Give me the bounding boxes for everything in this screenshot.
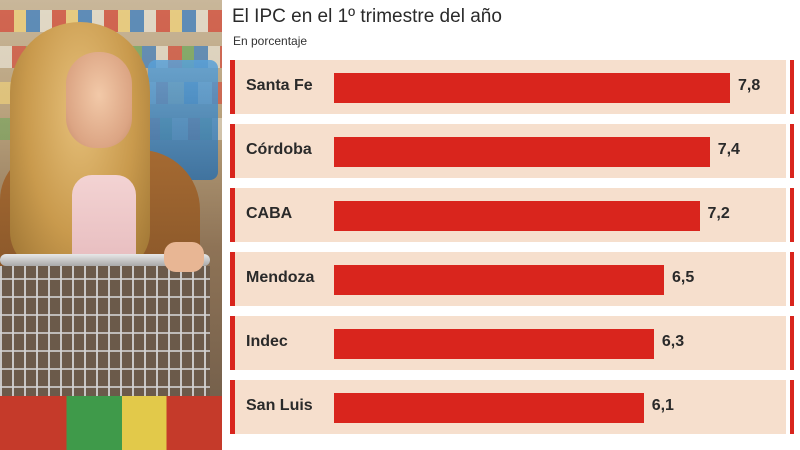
face [66,52,132,148]
bar [334,393,644,423]
chart-row: San Luis 6,1 [230,380,794,434]
value-label: 7,4 [717,141,740,158]
value-label: 6,5 [672,269,695,286]
value-label: 6,3 [661,333,685,350]
category-label: CABA [246,205,293,222]
category-label: Indec [246,333,288,350]
row-accent [230,188,235,242]
category-label: Córdoba [246,141,312,158]
category-label: Santa Fe [246,77,313,94]
category-label: San Luis [246,397,313,414]
cart-goods [0,396,222,450]
value-label: 7,2 [707,205,730,222]
row-accent-right [790,124,794,178]
bar [334,265,664,295]
bar [334,329,654,359]
value-label: 6,1 [651,397,674,414]
row-accent-right [790,252,794,306]
chart-row: Mendoza 6,5 [230,252,794,306]
bar [334,73,730,103]
chart-row: Santa Fe 7,8 [230,60,794,114]
photo-woman-shopping-cart [0,0,222,450]
bar [334,201,700,231]
chart-subtitle: En porcentaje [233,34,308,48]
row-accent [230,252,235,306]
chart-row: CABA 7,2 [230,188,794,242]
hand [164,242,204,272]
bar [334,137,710,167]
row-accent-right [790,188,794,242]
shopping-cart [0,266,210,406]
row-accent [230,380,235,434]
chart-title: El IPC en el 1º trimestre del año [232,6,502,27]
row-accent-right [790,60,794,114]
row-accent [230,316,235,370]
value-label: 7,8 [738,77,761,94]
row-accent-right [790,316,794,370]
chart-row: Córdoba 7,4 [230,124,794,178]
bar-chart: Santa Fe 7,8 Córdoba 7,4 CABA 7,2 Mendoza 6,5 In… [230,60,800,450]
row-accent [230,124,235,178]
row-accent [230,60,235,114]
row-accent-right [790,380,794,434]
chart-row: Indec 6,3 [230,316,794,370]
cart-handle [0,254,210,266]
category-label: Mendoza [246,269,315,286]
